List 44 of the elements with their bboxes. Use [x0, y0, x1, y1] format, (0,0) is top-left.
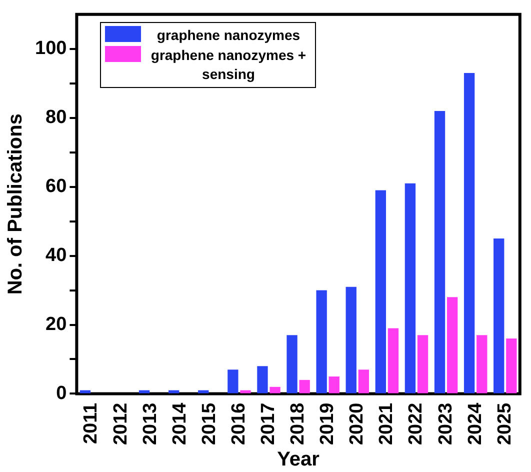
- x-tick-label: 2024: [464, 402, 486, 446]
- bar: [388, 328, 399, 394]
- y-tick-label: 40: [46, 245, 67, 266]
- bar: [257, 366, 268, 394]
- bar: [446, 297, 458, 394]
- bar: [404, 183, 416, 394]
- x-tick-label: 2019: [317, 402, 338, 446]
- y-tick-label: 80: [46, 107, 67, 128]
- legend-label: graphene nanozymes + sensing: [150, 46, 308, 84]
- x-tick-label: 2011: [80, 402, 102, 444]
- y-tick-label: 100: [35, 38, 67, 60]
- x-tick-label: 2017: [258, 402, 279, 446]
- y-tick-label: 0: [56, 382, 67, 404]
- x-axis-title: Year: [277, 448, 320, 471]
- bar: [328, 376, 340, 394]
- bar: [494, 238, 504, 394]
- x-tick-label: 2016: [228, 402, 250, 446]
- y-tick-label: 20: [46, 314, 67, 335]
- x-tick-label: 2021: [376, 402, 398, 446]
- x-tick-label: 2015: [198, 402, 220, 446]
- x-tick-label: 2013: [140, 402, 161, 446]
- bar: [316, 290, 327, 394]
- y-tick-label: 60: [46, 176, 67, 198]
- x-tick-label: 2025: [494, 402, 516, 446]
- bar: [434, 110, 446, 394]
- x-tick-label: 2012: [110, 402, 132, 446]
- bar: [286, 335, 298, 394]
- bar: [464, 73, 475, 394]
- x-tick-label: 2023: [435, 402, 456, 446]
- bar: [270, 386, 280, 394]
- bar: [299, 380, 310, 394]
- y-axis-title: No. of Publications: [4, 114, 27, 295]
- bar: [375, 190, 386, 394]
- bar: [228, 370, 238, 394]
- bar: [358, 370, 370, 394]
- x-tick-label: 2022: [406, 402, 427, 446]
- bar: [506, 338, 517, 394]
- legend-label: graphene nanozymes: [156, 26, 302, 45]
- x-tick-label: 2014: [169, 402, 190, 446]
- bar: [346, 286, 356, 394]
- bar: [417, 335, 428, 394]
- x-tick-label: 2018: [288, 402, 309, 446]
- bar: [476, 335, 488, 394]
- x-tick-label: 2020: [346, 402, 368, 446]
